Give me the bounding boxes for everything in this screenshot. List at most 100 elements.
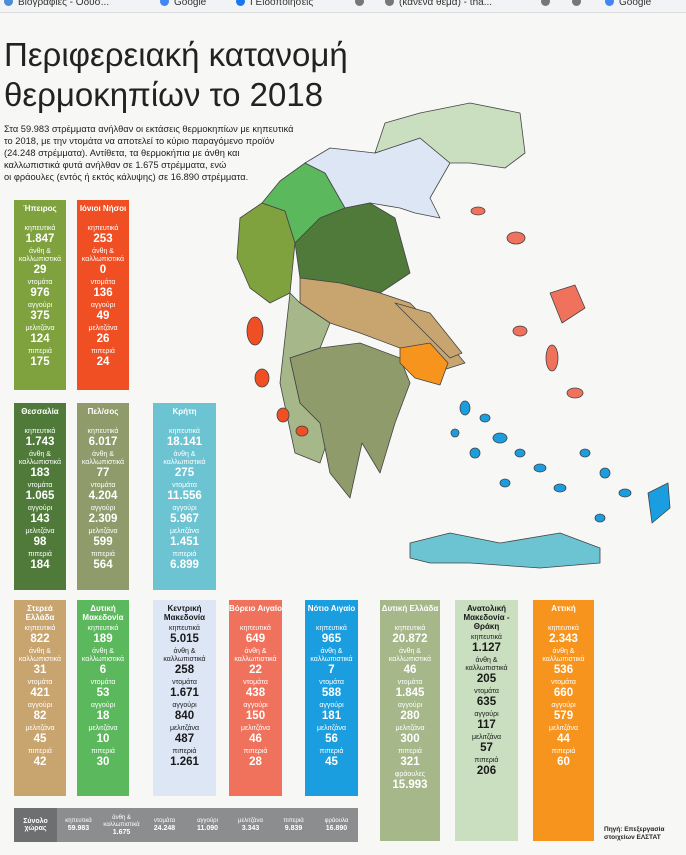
row-label: πιπεριά <box>243 748 268 755</box>
region-card: Κεντρική Μακεδονία κηπευτικά 5.015 άνθη & κ… <box>153 600 216 796</box>
row-value: 45 <box>33 733 47 745</box>
bookmark[interactable]: Βιογραφίες - Οδυσ... <box>4 0 109 8</box>
bookmark[interactable] <box>355 0 369 8</box>
region-crete <box>409 532 601 569</box>
row-value: 44 <box>557 733 570 745</box>
row-value: 2.309 <box>88 513 118 525</box>
island <box>254 368 270 388</box>
island <box>450 428 460 438</box>
totals-item-label: κηπευτικά <box>65 818 92 824</box>
row-label: ντομάτα <box>172 482 197 489</box>
totals-item-value: 1.675 <box>112 828 131 836</box>
row-value: 181 <box>321 710 342 722</box>
row-label: πιπεριά <box>91 348 115 355</box>
row-value: 421 <box>30 687 50 699</box>
row-label: άνθη & καλλωπιστικά <box>234 648 277 663</box>
bookmark-label: Βιογραφίες - Οδυσ... <box>18 0 110 8</box>
region-name: Ανατολική Μακεδονία - Θράκη <box>463 604 510 631</box>
intro-line: οι φράουλες (εντός ή εκτός κάλυψης) σε 1… <box>4 172 249 182</box>
bookmark[interactable]: Google <box>160 0 206 8</box>
totals-item-label: φράουλα <box>324 818 349 824</box>
row-label: κηπευτικά <box>24 225 56 232</box>
bookmark-label: Google <box>174 0 207 8</box>
source: Πηγή: Επεξεργασία στοιχείων ΕΛΣΤΑΤ <box>604 826 664 842</box>
row-label: άνθη & καλλωπιστικά <box>18 648 62 663</box>
row-label: άνθη & καλλωπιστικά <box>18 248 62 263</box>
region-card: Πελ/σος κηπευτικά 6.017 άνθη & καλλωπιστικά… <box>77 403 129 590</box>
intro-line: το 2018, με την ντομάτα να αποτελεί το κ… <box>4 136 275 146</box>
row-label: πιπεριά <box>474 757 499 764</box>
totals-label-text: Σύνολο χώρας <box>23 818 48 832</box>
intro: Στα 59.983 στρέμματα ανήλθαν οι εκτάσεις… <box>4 123 294 183</box>
region-name: Δυτική Μακεδονία <box>82 604 124 622</box>
row-label: μελιτζάνα <box>169 528 200 535</box>
row-label: άνθη & καλλωπιστικά <box>310 648 353 663</box>
region-card: Βόρειο Αιγαίο κηπευτικά 649 άνθη & καλλωπισ… <box>229 600 282 796</box>
island <box>506 231 526 245</box>
island <box>594 513 606 523</box>
row-label: πιπεριά <box>172 551 197 558</box>
region-card: Στερεά Ελλάδα κηπευτικά 822 άνθη & καλλωπισ… <box>14 600 66 796</box>
row-value: 4.204 <box>88 490 118 502</box>
row-label: κηπευτικά <box>24 428 56 435</box>
bookmark[interactable]: Ι Ειδοποιήσεις <box>236 0 313 8</box>
row-value: 2.343 <box>549 633 578 645</box>
row-label: αγγούρι <box>90 302 116 309</box>
row-value: 57 <box>480 742 493 754</box>
row-label: πιπεριά <box>172 748 197 755</box>
island <box>479 413 491 423</box>
region-card: Ανατολική Μακεδονία - Θράκη κηπευτικά 1.12… <box>455 600 518 841</box>
island <box>295 425 309 437</box>
row-value: 29 <box>33 264 47 276</box>
region-peloponnese <box>289 342 411 499</box>
row-label: αγγούρι <box>172 702 197 709</box>
row-label: φράουλες <box>394 771 426 778</box>
row-value: 976 <box>30 287 50 299</box>
row-value: 1.127 <box>472 642 501 654</box>
region-attica <box>399 342 449 386</box>
row-value: 22 <box>249 664 262 676</box>
island <box>533 463 547 473</box>
region-card: Ιόνιοι Νήσοι κηπευτικά 253 άνθη & καλλωπιστ… <box>77 200 129 390</box>
region-name: Ήπειρος <box>23 204 57 213</box>
region-card: Κρήτη κηπευτικά 18.141 άνθη & καλλωπιστικά 2… <box>153 403 216 590</box>
region-name: Αττική <box>551 604 576 613</box>
row-label: κηπευτικά <box>548 625 579 632</box>
row-label: άνθη & καλλωπιστικά <box>81 248 125 263</box>
row-value: 18.141 <box>166 436 203 448</box>
row-value: 1.845 <box>395 687 425 699</box>
totals-item-label: άνθη & καλλωπιστικά <box>103 814 140 828</box>
row-value: 46 <box>249 733 262 745</box>
row-label: κηπευτικά <box>169 625 200 632</box>
bookmark[interactable]: Google <box>605 0 651 8</box>
row-value: 82 <box>33 710 47 722</box>
region-card: Ήπειρος κηπευτικά 1.847 άνθη & καλλωπιστικά… <box>14 200 66 390</box>
row-label: ντομάτα <box>90 679 116 686</box>
row-value: 258 <box>174 664 195 676</box>
row-label: ντομάτα <box>172 679 197 686</box>
row-label: κηπευτικά <box>87 225 119 232</box>
totals-item-value: 3.343 <box>241 825 260 832</box>
bookmark[interactable] <box>541 0 555 8</box>
title-line: θερμοκηπίων το 2018 <box>4 76 324 113</box>
row-label: μελιτζάνα <box>25 325 55 332</box>
row-label: αγγούρι <box>90 702 116 709</box>
row-label: πιπεριά <box>319 748 344 755</box>
row-value: 275 <box>174 467 195 479</box>
bookmark[interactable]: (κανένα θέμα) - tha... <box>385 0 492 8</box>
row-value: 1.065 <box>25 490 55 502</box>
island <box>549 284 586 324</box>
bookmark[interactable] <box>572 0 586 8</box>
map <box>236 102 671 569</box>
row-label: ντομάτα <box>319 679 344 686</box>
row-label: αγγούρι <box>27 702 53 709</box>
row-label: μελιτζάνα <box>316 725 347 732</box>
bookmarks-bar: Βιογραφίες - Οδυσ... Google Ι Ειδοποιήσε… <box>0 0 686 13</box>
row-value: 1.847 <box>25 233 55 245</box>
row-label: αγγούρι <box>551 702 576 709</box>
row-label: αγγούρι <box>243 702 268 709</box>
totals-cell: μελιτζάνα 3.343 <box>229 808 272 842</box>
totals-item-label: αγγούρι <box>197 818 218 824</box>
row-label: πιπεριά <box>398 748 422 755</box>
row-value: 5.967 <box>170 513 199 525</box>
